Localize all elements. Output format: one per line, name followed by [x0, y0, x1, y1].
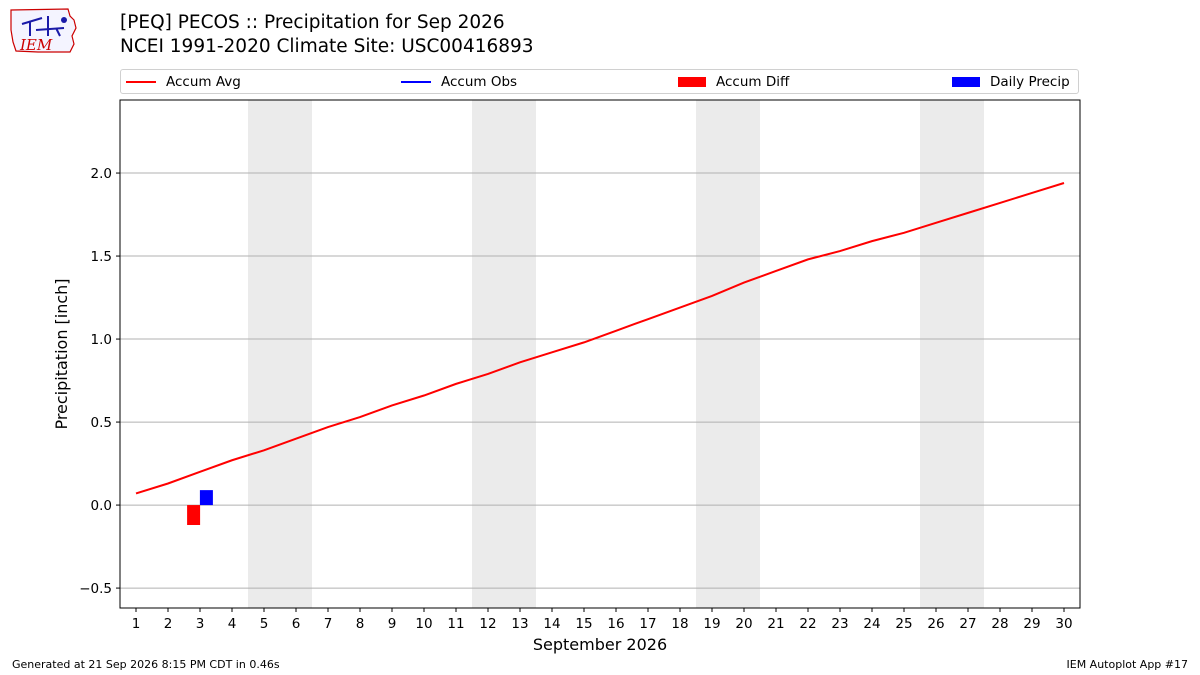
x-tick-label: 18: [671, 616, 688, 632]
weekend-band: [248, 100, 312, 608]
chart-subtitle: NCEI 1991-2020 Climate Site: USC00416893: [120, 36, 534, 57]
x-tick-label: 13: [511, 616, 528, 632]
x-tick-label: 3: [196, 616, 205, 632]
x-tick-label: 30: [1055, 616, 1072, 632]
plot-frame: [119, 99, 1081, 609]
x-tick-label: 9: [388, 616, 397, 632]
y-tick-label: 1.0: [91, 332, 112, 348]
x-tick-label: 19: [703, 616, 720, 632]
footer-app: IEM Autoplot App #17: [1066, 658, 1189, 671]
x-tick-label: 25: [895, 616, 912, 632]
logo-text: IEM: [19, 36, 53, 54]
weekend-band: [472, 100, 536, 608]
x-tick-label: 22: [799, 616, 816, 632]
footer-generated: Generated at 21 Sep 2026 8:15 PM CDT in …: [12, 658, 280, 671]
x-axis-label: September 2026: [533, 635, 667, 654]
x-tick-label: 4: [228, 616, 237, 632]
iem-logo: IEM: [10, 8, 77, 54]
legend-swatch: [678, 76, 706, 87]
x-tick-label: 8: [356, 616, 365, 632]
legend-label: Accum Avg: [166, 73, 241, 90]
y-tick-label: 2.0: [91, 166, 112, 182]
y-tick-label: 1.5: [91, 249, 112, 265]
x-tick-label: 23: [831, 616, 848, 632]
x-tick-label: 6: [292, 616, 301, 632]
x-tick-label: 1: [132, 616, 141, 632]
weekend-band: [696, 100, 760, 608]
x-tick-label: 29: [1023, 616, 1040, 632]
y-axis-label: Precipitation [inch]: [52, 278, 71, 429]
bar-accum-diff: [187, 505, 201, 525]
x-tick-label: 14: [543, 616, 560, 632]
y-tick-label: −0.5: [79, 581, 112, 597]
weather-station-icon: [21, 16, 65, 37]
legend-item-accum-diff: Accum Diff: [678, 70, 789, 93]
y-tick-label: 0.5: [91, 415, 112, 431]
x-tick-label: 27: [959, 616, 976, 632]
iowa-outline-icon: [10, 8, 77, 53]
x-tick-label: 17: [639, 616, 656, 632]
x-tick-label: 7: [324, 616, 333, 632]
x-tick-label: 11: [447, 616, 464, 632]
legend-swatch: [952, 76, 980, 87]
legend-swatch: [401, 80, 431, 83]
legend-item-accum-avg: Accum Avg: [126, 70, 241, 93]
legend-item-daily-precip: Daily Precip: [952, 70, 1070, 93]
legend-label: Accum Obs: [441, 73, 518, 90]
x-tick-label: 10: [415, 616, 432, 632]
x-tick-label: 2: [164, 616, 173, 632]
bar-daily-precip: [199, 490, 213, 506]
weekend-band: [920, 100, 984, 608]
x-tick-label: 12: [479, 616, 496, 632]
x-tick-label: 26: [927, 616, 944, 632]
x-tick-label: 21: [767, 616, 784, 632]
x-tick-label: 28: [991, 616, 1008, 632]
x-tick-label: 20: [735, 616, 752, 632]
chart-title: [PEQ] PECOS :: Precipitation for Sep 202…: [120, 12, 505, 33]
x-tick-label: 24: [863, 616, 880, 632]
x-tick-label: 16: [607, 616, 624, 632]
legend-label: Accum Diff: [716, 73, 790, 90]
x-tick-label: 5: [260, 616, 269, 632]
legend-swatch: [126, 80, 156, 83]
y-tick-label: 0.0: [91, 498, 112, 514]
legend-item-accum-obs: Accum Obs: [401, 70, 517, 93]
series-line-accum-avg: [135, 182, 1065, 495]
legend-label: Daily Precip: [990, 73, 1070, 90]
x-tick-label: 15: [575, 616, 592, 632]
chart-legend: Accum Avg Accum Obs Accum Diff Daily Pre…: [120, 69, 1079, 94]
